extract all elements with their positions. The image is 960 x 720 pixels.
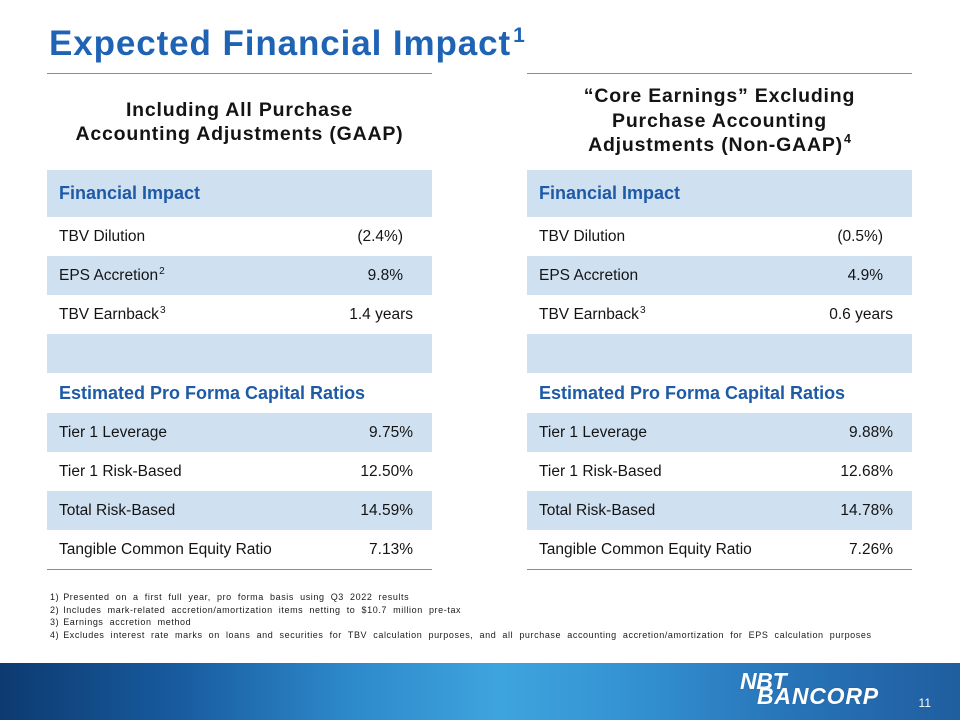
non-gaap-row-tier1-leverage: Tier 1 Leverage 9.88% <box>527 413 912 452</box>
non-gaap-capital-ratios-header: Estimated Pro Forma Capital Ratios <box>527 373 912 413</box>
title-footnote-ref: 1 <box>513 24 525 47</box>
row-value: 1.4 years <box>349 305 413 323</box>
row-value: 4.9% <box>847 266 883 284</box>
footnote-ref: 2 <box>159 265 165 277</box>
row-label: Tier 1 Leverage <box>539 423 647 441</box>
logo-line-2: BANCORP <box>757 683 879 709</box>
section-header-text: Financial Impact <box>59 183 201 203</box>
footnote-text: Excludes interest rate marks on loans an… <box>63 629 872 640</box>
footnote: 2) Includes mark-related accretion/amorti… <box>50 604 950 617</box>
footnote-text: Presented on a first full year, pro form… <box>63 592 410 602</box>
title-text: Expected Financial Impact <box>49 24 512 63</box>
non-gaap-row-eps-accretion: EPS Accretion 4.9% <box>527 256 912 295</box>
row-value: 0.6 years <box>829 305 893 323</box>
footnote-ref: 3 <box>159 304 166 316</box>
footnote: 4) Excludes interest rate marks on loans … <box>50 629 950 642</box>
row-label: TBV Dilution <box>59 228 145 246</box>
row-value: 7.13% <box>369 540 413 558</box>
non-gaap-row-tbv-earnback: TBV Earnback3 0.6 years <box>527 295 912 334</box>
row-label: Tier 1 Risk-Based <box>59 462 182 480</box>
non-gaap-row-tce-ratio: Tangible Common Equity Ratio 7.26% <box>527 530 912 570</box>
row-label: Total Risk-Based <box>539 501 656 519</box>
heading-line: Including All Purchase <box>126 98 353 123</box>
row-value: 7.26% <box>849 540 893 558</box>
gaap-capital-ratios-header: Estimated Pro Forma Capital Ratios <box>47 373 432 413</box>
footnote: 3) Earnings accretion method <box>50 616 950 629</box>
gaap-financial-impact-header: Financial Impact <box>47 170 432 217</box>
spacer-row <box>527 334 912 373</box>
row-label: EPS Accretion <box>539 267 638 285</box>
footnote-ref: 4 <box>843 132 851 147</box>
row-label: Tangible Common Equity Ratio <box>539 540 752 558</box>
row-label-text: TBV Earnback <box>539 305 639 323</box>
footnote-text: Earnings accretion method <box>63 617 192 627</box>
heading-line-text: Purchase Accounting <box>612 109 827 132</box>
non-gaap-row-tier1-risk-based: Tier 1 Risk-Based 12.68% <box>527 452 912 491</box>
footnotes: 1) Presented on a first full year, pro fo… <box>50 591 950 641</box>
section-header-text: Estimated Pro Forma Capital Ratios <box>539 382 846 403</box>
footnote-ref: 3 <box>639 304 646 316</box>
row-label-text: EPS Accretion <box>539 266 639 284</box>
gaap-row-tier1-leverage: Tier 1 Leverage 9.75% <box>47 413 432 452</box>
footnote-number: 2) <box>50 604 60 615</box>
heading-line-text: Adjustments (Non-GAAP) <box>588 134 843 157</box>
heading-line: Purchase Accounting <box>612 109 827 134</box>
row-label-text: TBV Dilution <box>59 227 146 245</box>
row-value: 12.68% <box>840 462 893 480</box>
heading-line-text: “Core Earnings” Excluding <box>583 85 856 108</box>
gaap-row-total-risk-based: Total Risk-Based 14.59% <box>47 491 432 530</box>
row-value: (2.4%) <box>357 227 403 245</box>
row-label: TBV Dilution <box>539 228 625 246</box>
gaap-row-tbv-dilution: TBV Dilution (2.4%) <box>47 217 432 256</box>
row-label: Total Risk-Based <box>59 501 176 519</box>
non-gaap-row-total-risk-based: Total Risk-Based 14.78% <box>527 491 912 530</box>
gaap-row-eps-accretion: EPS Accretion2 9.8% <box>47 256 432 295</box>
row-label: Tangible Common Equity Ratio <box>59 540 272 558</box>
non-gaap-financial-impact-header: Financial Impact <box>527 170 912 217</box>
row-value: 14.78% <box>840 501 893 519</box>
row-label: TBV Earnback3 <box>59 304 166 324</box>
row-label: TBV Earnback3 <box>539 304 646 324</box>
spacer-row <box>47 334 432 373</box>
row-label: Tier 1 Risk-Based <box>539 462 662 480</box>
gaap-heading: Including All Purchase Accounting Adjust… <box>47 73 432 170</box>
row-label-text: TBV Dilution <box>539 227 626 245</box>
footnote-number: 4) <box>50 629 60 640</box>
heading-line: Accounting Adjustments (GAAP) <box>76 122 404 147</box>
page-title: Expected Financial Impact1 <box>49 22 525 66</box>
heading-line: Adjustments (Non-GAAP)4 <box>588 132 851 160</box>
row-label-text: EPS Accretion <box>59 266 159 284</box>
heading-line-text: Including All Purchase <box>125 98 354 121</box>
footnote-number: 3) <box>50 617 60 627</box>
footnote-number: 1) <box>50 592 60 602</box>
row-label: Tier 1 Leverage <box>59 423 167 441</box>
row-value: 9.75% <box>369 423 413 441</box>
logo-line-1: NBT <box>740 668 787 694</box>
row-value: 14.59% <box>360 501 413 519</box>
page-number: 11 <box>918 696 931 710</box>
heading-line-text: Accounting Adjustments (GAAP) <box>75 123 404 145</box>
row-value: 9.8% <box>367 266 403 284</box>
gaap-row-tce-ratio: Tangible Common Equity Ratio 7.13% <box>47 530 432 570</box>
gaap-row-tbv-earnback: TBV Earnback3 1.4 years <box>47 295 432 334</box>
non-gaap-panel: “Core Earnings” Excluding Purchase Accou… <box>527 73 912 570</box>
row-label-text: TBV Earnback <box>59 305 159 323</box>
non-gaap-heading: “Core Earnings” Excluding Purchase Accou… <box>527 73 912 170</box>
footer-band: NBT BANCORP 11 <box>0 663 960 720</box>
gaap-panel: Including All Purchase Accounting Adjust… <box>47 73 432 570</box>
row-value: 12.50% <box>360 462 413 480</box>
section-header-text: Estimated Pro Forma Capital Ratios <box>59 382 366 403</box>
non-gaap-row-tbv-dilution: TBV Dilution (0.5%) <box>527 217 912 256</box>
heading-line: “Core Earnings” Excluding <box>584 84 855 109</box>
company-logo: NBT BANCORP <box>738 663 888 720</box>
row-value: (0.5%) <box>837 227 883 245</box>
section-header-text: Financial Impact <box>539 183 681 203</box>
footnote-text: Includes mark-related accretion/amortiza… <box>63 604 462 615</box>
row-value: 9.88% <box>849 423 893 441</box>
gaap-row-tier1-risk-based: Tier 1 Risk-Based 12.50% <box>47 452 432 491</box>
row-label: EPS Accretion2 <box>59 265 165 285</box>
footnote: 1) Presented on a first full year, pro fo… <box>50 591 950 604</box>
